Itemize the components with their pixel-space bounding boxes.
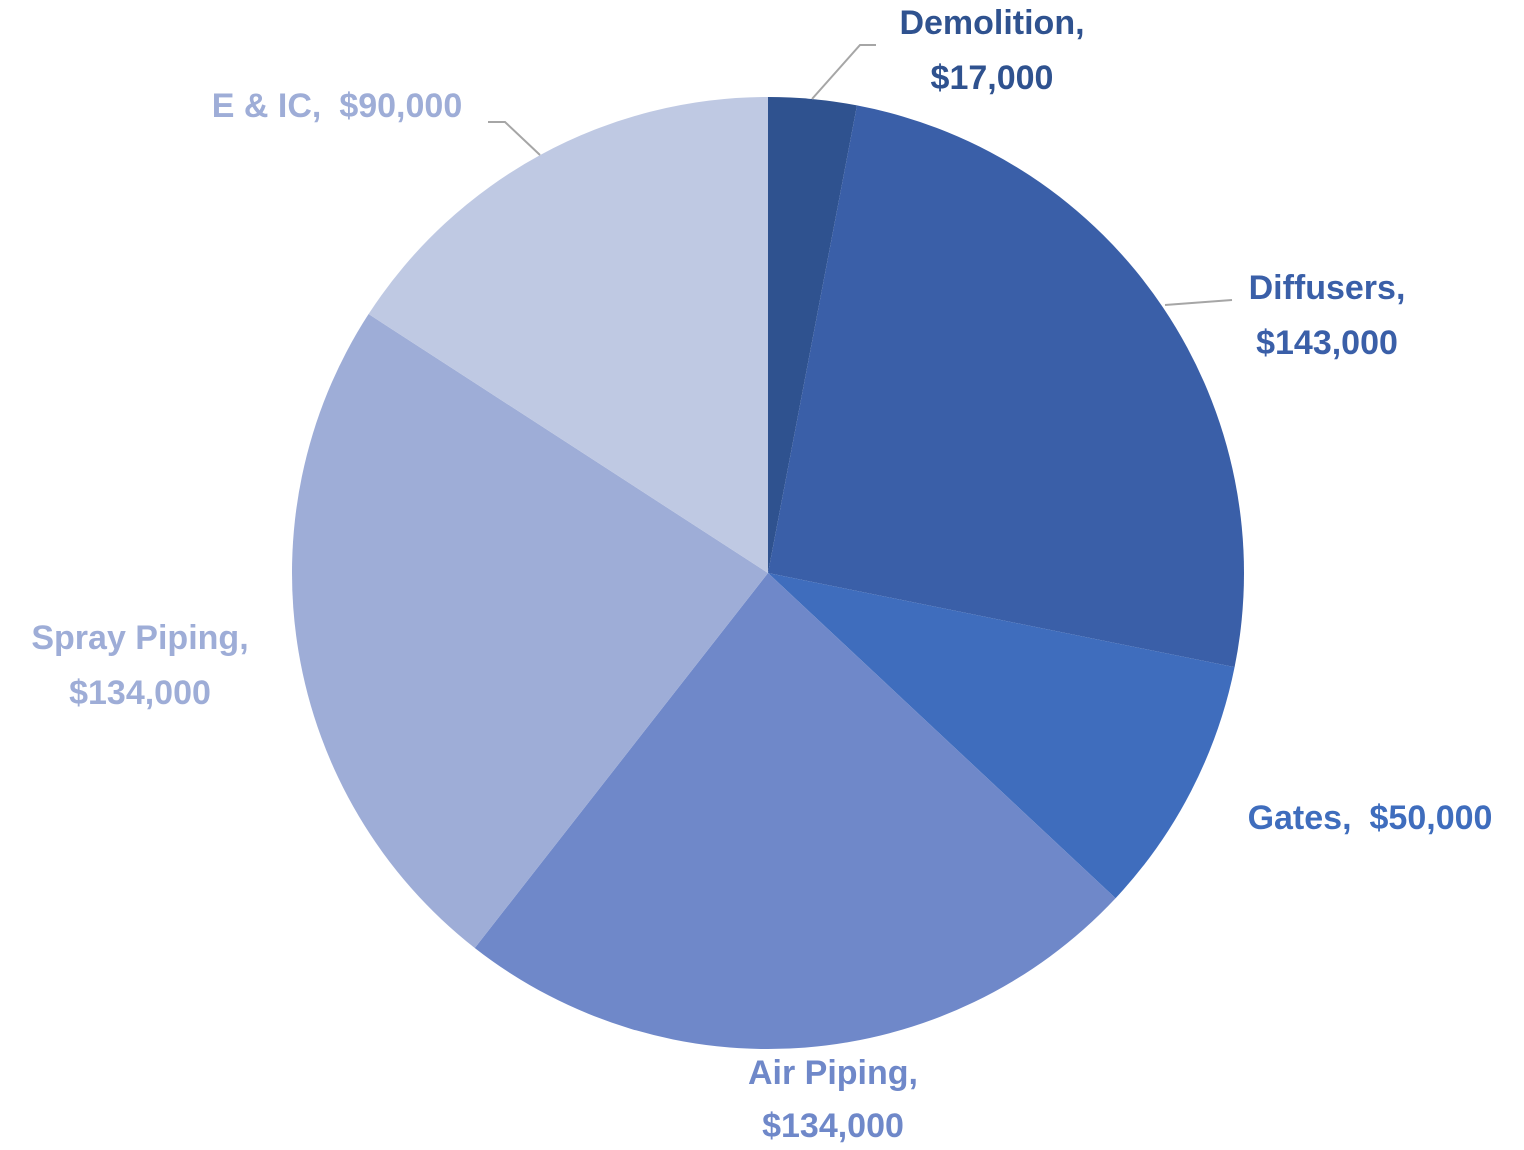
leader-line [811,44,876,100]
leader-line [488,121,541,156]
category-label: E & IC [212,87,312,125]
value-label: $134,000 [69,674,211,712]
pie-slice [768,105,1244,668]
pie-slice [768,573,1235,899]
category-label: Gates [1248,799,1343,837]
label-separator: , [312,87,321,125]
label-separator: , [1075,4,1084,42]
pie-slice [768,97,857,573]
data-labels: Demolition, $17,000 Diffusers, $143,000 Gate… [31,4,1492,1145]
value-label: $143,000 [1256,324,1398,362]
data-label: Diffusers, [1249,269,1406,307]
pie-slice [292,314,768,948]
data-label: Spray Piping, [31,619,248,657]
data-label: E & IC, $90,000 [212,87,462,125]
data-label: Air Piping, [748,1054,918,1092]
value-label: $17,000 [931,59,1054,97]
category-label: Spray Piping [31,619,239,657]
label-separator: , [1396,269,1405,307]
value-label: $134,000 [762,1107,904,1145]
value-label: $50,000 [1370,799,1493,837]
pie-slice [474,573,1116,1049]
pie-slice [368,97,768,573]
data-label: Demolition, [899,4,1084,42]
value-label: $90,000 [339,87,462,125]
data-label: Gates, $50,000 [1248,799,1493,837]
label-separator: , [909,1054,918,1092]
category-label: Diffusers [1249,269,1396,307]
leader-line [1164,299,1233,306]
label-separator: , [1342,799,1351,837]
category-label: Demolition [899,4,1075,42]
pie [292,97,1244,1049]
category-label: Air Piping [748,1054,909,1092]
label-separator: , [239,619,248,657]
